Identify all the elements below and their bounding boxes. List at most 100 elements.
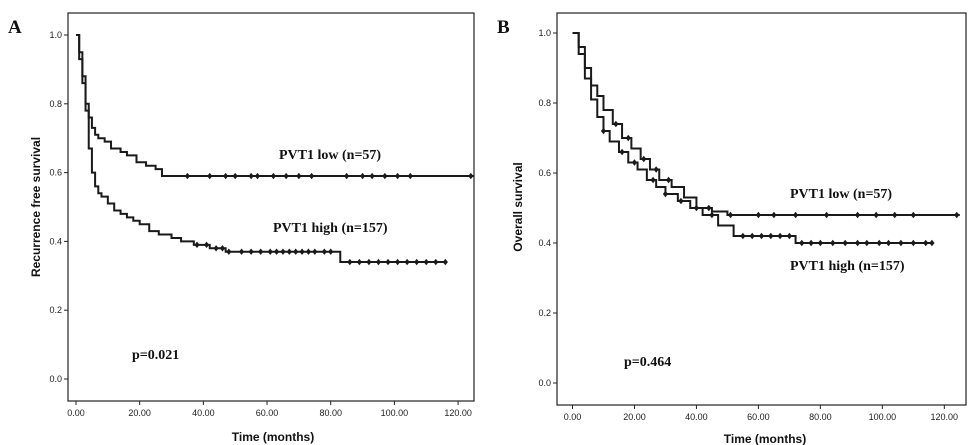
censor-mark-b-high-16 <box>817 239 823 247</box>
legend-label-a-high: PVT1 high (n=157) <box>273 221 388 236</box>
censor-mark-b-high-24 <box>910 239 916 247</box>
censor-mark-b-high-9 <box>749 232 755 240</box>
censor-mark-a-high-25 <box>414 258 420 266</box>
panel-label-b: B <box>497 17 510 38</box>
censor-mark-b-high-3 <box>650 176 656 184</box>
censor-mark-a-low-9 <box>309 172 315 180</box>
censor-mark-a-high-27 <box>433 258 439 266</box>
plot-frame-a <box>67 12 475 402</box>
censor-mark-b-high-18 <box>842 239 848 247</box>
x-tick-label-b-0: 0.00 <box>564 412 582 422</box>
censor-mark-a-low-0 <box>184 172 191 180</box>
censor-mark-b-high-23 <box>898 239 904 247</box>
x-tick-label-b-6: 120.00 <box>931 412 959 422</box>
censor-mark-a-high-8 <box>267 248 273 255</box>
censor-mark-b-low-11 <box>854 211 861 219</box>
censor-mark-a-high-10 <box>280 248 286 255</box>
x-tick-label-a-1: 20.00 <box>128 408 151 418</box>
censor-mark-b-high-15 <box>808 239 814 247</box>
curves-a <box>76 34 474 266</box>
censor-mark-b-high-22 <box>885 239 892 247</box>
censor-mark-a-low-1 <box>207 172 213 180</box>
censor-mark-a-low-7 <box>283 172 289 180</box>
y-tick-label-b-2: 0.4 <box>538 238 551 248</box>
censor-mark-a-high-13 <box>299 248 305 255</box>
panel-b: B 0.0 0.2 0.4 0.6 0.8 1.0 0.00 20.00 40.00 60.00 8… <box>497 12 967 445</box>
censor-mark-a-low-16 <box>468 172 474 180</box>
censor-mark-a-high-5 <box>238 248 245 255</box>
censor-mark-a-high-12 <box>293 248 299 255</box>
censor-mark-b-high-0 <box>600 127 607 135</box>
censor-mark-b-low-0 <box>613 120 619 128</box>
x-tick-label-a-4: 80.00 <box>319 408 342 418</box>
censor-mark-a-high-28 <box>442 258 448 266</box>
censor-mark-b-low-10 <box>823 211 830 219</box>
y-tick-label-a-2: 0.4 <box>49 236 62 246</box>
censor-mark-b-high-8 <box>740 232 746 240</box>
censor-mark-a-high-21 <box>375 258 382 266</box>
km-curve-a-high <box>76 34 446 264</box>
censor-mark-a-high-0 <box>194 241 200 249</box>
censor-mark-b-high-25 <box>923 239 929 247</box>
censor-mark-b-high-26 <box>929 239 935 247</box>
censor-mark-a-low-12 <box>369 172 375 180</box>
plot-frame-b <box>556 12 967 406</box>
censor-mark-a-high-23 <box>394 258 401 266</box>
censor-mark-b-high-14 <box>799 239 805 247</box>
p-value-a: p=0.021 <box>132 348 179 363</box>
x-tick-label-b-4: 80.00 <box>809 412 832 422</box>
censor-mark-a-high-22 <box>385 258 391 266</box>
censor-mark-b-high-11 <box>768 232 774 240</box>
censor-mark-a-low-13 <box>382 172 388 180</box>
panel-label-a: A <box>8 17 22 38</box>
censor-mark-b-high-20 <box>864 239 870 247</box>
censor-mark-a-low-14 <box>394 172 401 180</box>
censor-mark-a-low-3 <box>232 172 238 180</box>
censor-mark-b-high-19 <box>854 239 861 247</box>
x-tick-label-b-5: 100.00 <box>869 412 897 422</box>
x-tick-label-a-5: 100.00 <box>381 408 409 418</box>
x-axis-title-b: Time (months) <box>724 432 806 445</box>
y-tick-label-b-5: 1.0 <box>538 28 551 38</box>
censor-mark-b-low-2 <box>641 155 647 163</box>
censor-mark-b-low-15 <box>954 211 960 219</box>
x-axis-title-a: Time (months) <box>232 430 314 444</box>
panel-a: A 0.0 0.2 0.4 0.6 0.8 1.0 0.00 20.00 40.00 60.00 8… <box>8 12 475 444</box>
censor-mark-b-low-9 <box>792 211 799 219</box>
censor-mark-b-low-7 <box>755 211 762 219</box>
censor-mark-a-high-1 <box>203 241 210 249</box>
censor-mark-b-high-13 <box>786 232 792 240</box>
censor-mark-a-high-16 <box>321 248 327 255</box>
y-tick-label-a-1: 0.2 <box>49 305 62 315</box>
legend-label-b-low: PVT1 low (n=57) <box>790 187 892 202</box>
censor-mark-a-high-19 <box>356 258 362 266</box>
y-tick-label-a-4: 0.8 <box>49 99 62 109</box>
censor-mark-a-low-6 <box>270 172 277 180</box>
censor-mark-a-high-14 <box>305 248 312 255</box>
curves-b <box>572 32 960 247</box>
p-value-b: p=0.464 <box>624 355 671 370</box>
censor-mark-b-high-5 <box>678 197 684 205</box>
y-axis-title-b: Overall survival <box>511 162 525 251</box>
censor-mark-b-high-2 <box>631 159 638 166</box>
censor-mark-a-high-11 <box>286 248 292 255</box>
censor-mark-b-low-8 <box>771 211 777 219</box>
censor-mark-a-high-18 <box>347 258 353 266</box>
censor-mark-a-high-26 <box>423 258 429 266</box>
censor-mark-a-low-11 <box>359 172 366 180</box>
censor-mark-b-high-1 <box>619 148 625 156</box>
legend-label-b-high: PVT1 high (n=157) <box>790 259 905 274</box>
x-tick-label-a-0: 0.00 <box>67 408 85 418</box>
censor-mark-b-high-6 <box>693 204 700 212</box>
y-tick-label-b-4: 0.8 <box>538 98 551 108</box>
censor-mark-a-high-7 <box>258 248 264 255</box>
censor-mark-a-high-6 <box>248 248 254 255</box>
censor-mark-b-low-6 <box>727 211 734 219</box>
censor-mark-a-low-2 <box>223 172 229 180</box>
y-tick-label-b-0: 0.0 <box>538 378 551 388</box>
y-axis-title-a: Recurrence free survival <box>29 137 43 277</box>
x-tick-label-b-2: 40.00 <box>685 412 708 422</box>
x-tick-label-a-2: 40.00 <box>192 408 215 418</box>
censor-mark-b-high-7 <box>709 211 715 219</box>
censor-mark-b-high-12 <box>777 232 783 240</box>
